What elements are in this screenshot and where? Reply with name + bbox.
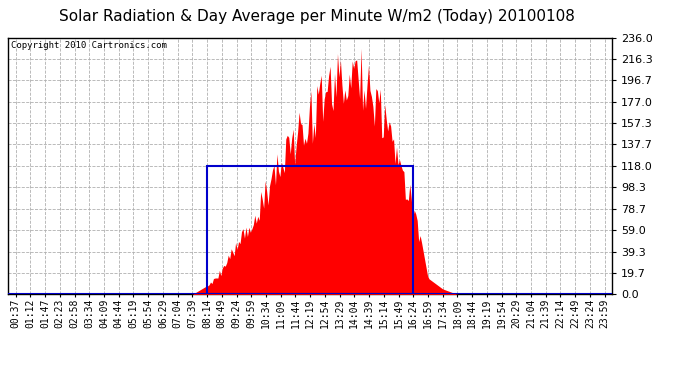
Bar bbox=[207, 166, 413, 294]
Text: Solar Radiation & Day Average per Minute W/m2 (Today) 20100108: Solar Radiation & Day Average per Minute… bbox=[59, 9, 575, 24]
Text: Copyright 2010 Cartronics.com: Copyright 2010 Cartronics.com bbox=[11, 41, 167, 50]
